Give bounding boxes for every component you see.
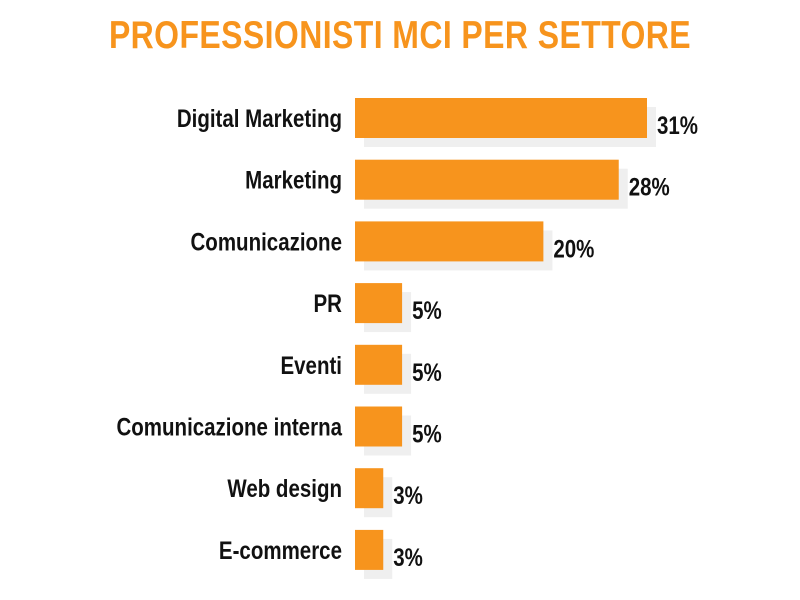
value-label-comunicazione-interna: 5% [412, 420, 442, 448]
value-label-web-design: 3% [393, 481, 423, 509]
category-label-e-commerce: E-commerce [219, 536, 342, 564]
bar-comunicazione-interna [355, 406, 403, 447]
bar-digital-marketing [355, 98, 647, 138]
category-label-comunicazione-interna: Comunicazione interna [116, 413, 342, 441]
value-labels: 31% 28% 20% 5% 5% 5% 3% 3% [393, 111, 698, 571]
bar-web-design [355, 468, 384, 509]
category-label-web-design: Web design [227, 474, 342, 502]
value-label-eventi: 5% [412, 358, 442, 386]
value-label-pr: 5% [412, 296, 442, 324]
value-label-e-commerce: 3% [393, 543, 423, 571]
category-label-eventi: Eventi [280, 351, 342, 379]
category-label-comunicazione: Comunicazione [191, 227, 342, 255]
value-label-marketing: 28% [629, 173, 670, 201]
bar-e-commerce [355, 529, 384, 570]
value-label-comunicazione: 20% [553, 234, 594, 262]
chart-title: PROFESSIONISTI MCI PER SETTORE [108, 14, 692, 57]
bar-comunicazione [355, 221, 544, 262]
value-label-digital-marketing: 31% [657, 111, 698, 139]
bars [355, 98, 647, 570]
bar-pr [355, 283, 403, 324]
category-label-pr: PR [314, 289, 343, 317]
category-labels: Digital Marketing Marketing Comunicazione P… [116, 104, 342, 564]
bar-marketing [355, 159, 619, 200]
category-label-marketing: Marketing [245, 166, 342, 194]
bar-eventi [355, 344, 403, 385]
category-label-digital-marketing: Digital Marketing [177, 104, 342, 132]
